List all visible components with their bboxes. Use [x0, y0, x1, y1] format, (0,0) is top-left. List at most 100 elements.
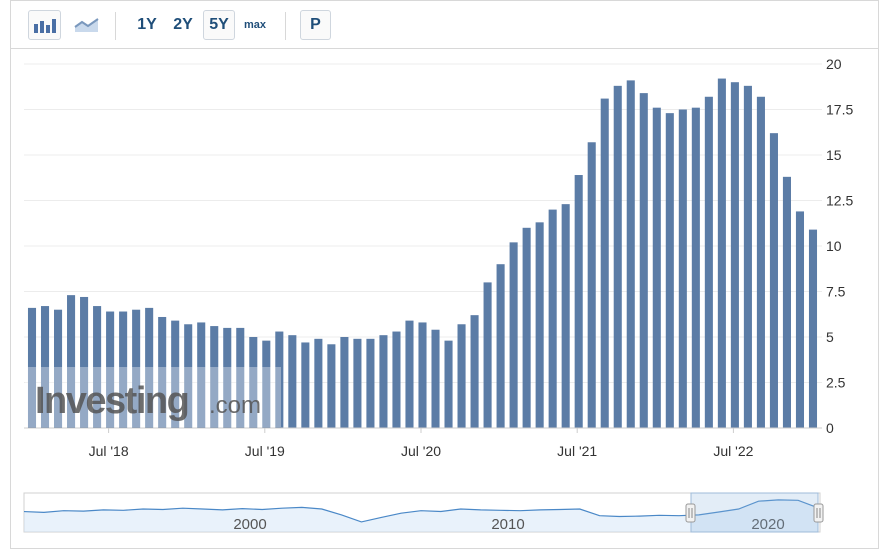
bar[interactable]: [652, 107, 661, 429]
navigator-label: 2020: [751, 516, 784, 533]
bar[interactable]: [93, 306, 102, 428]
navigator-right-handle[interactable]: [813, 503, 824, 523]
bar[interactable]: [40, 306, 50, 428]
chart-toolbar: 1Y 2Y 5Y max P: [10, 0, 879, 49]
toolbar-separator: [285, 12, 286, 40]
bar-series: [27, 78, 818, 429]
bar[interactable]: [782, 176, 791, 428]
bar[interactable]: [613, 85, 622, 428]
p-button[interactable]: P: [300, 10, 331, 40]
bar[interactable]: [249, 337, 258, 428]
y-tick-label: 20: [826, 56, 842, 72]
y-tick-label: 2.5: [826, 375, 846, 391]
bar[interactable]: [54, 309, 63, 428]
navigator-label: 2010: [491, 516, 524, 533]
bar[interactable]: [496, 264, 505, 428]
bar[interactable]: [27, 307, 37, 428]
y-tick-label: 0: [826, 420, 834, 436]
bar[interactable]: [769, 133, 778, 428]
navigator-left-handle[interactable]: [685, 503, 696, 523]
bar[interactable]: [639, 93, 648, 429]
bar[interactable]: [223, 327, 232, 428]
bar[interactable]: [184, 324, 193, 428]
bar[interactable]: [80, 296, 89, 428]
bar[interactable]: [301, 342, 310, 428]
bar[interactable]: [210, 326, 219, 428]
y-tick-label: 15: [826, 147, 842, 163]
bar[interactable]: [405, 320, 414, 428]
bar[interactable]: [600, 98, 609, 428]
navigator-label: 2000: [233, 516, 266, 533]
bar[interactable]: [626, 80, 635, 428]
bar[interactable]: [171, 320, 180, 428]
x-axis-ticks: Jul '18 Jul '19 Jul '20 Jul '21 Jul '22: [89, 428, 754, 459]
bar[interactable]: [67, 295, 76, 428]
bar[interactable]: [119, 311, 128, 428]
bar[interactable]: [236, 327, 245, 428]
bar[interactable]: [314, 338, 323, 428]
bar[interactable]: [158, 316, 167, 428]
bar[interactable]: [366, 338, 375, 428]
range-5y-button[interactable]: 5Y: [203, 10, 235, 40]
y-tick-label: 5: [826, 329, 834, 345]
bar[interactable]: [418, 322, 427, 428]
y-axis-ticks: 0 2.5 5 7.5 10 12.5 15 17.5 20: [826, 56, 853, 436]
bar[interactable]: [197, 322, 206, 428]
x-tick-label: Jul '22: [713, 443, 753, 459]
bar[interactable]: [743, 85, 752, 428]
toolbar-separator: [115, 12, 116, 40]
x-tick-label: Jul '19: [245, 443, 285, 459]
range-navigator[interactable]: 2000 2010 2020: [23, 492, 824, 533]
bar[interactable]: [379, 335, 388, 428]
bar[interactable]: [106, 311, 115, 428]
bar[interactable]: [275, 331, 284, 428]
watermark-brand: Investing: [35, 380, 188, 422]
bar[interactable]: [522, 227, 531, 428]
bar[interactable]: [665, 113, 674, 428]
navigator-selection[interactable]: [690, 492, 819, 533]
range-max-button[interactable]: max: [243, 19, 267, 31]
bar-chart-icon: [33, 19, 56, 33]
navigator-labels: 2000 2010 2020: [233, 516, 784, 533]
bar[interactable]: [561, 204, 570, 428]
navigator-area: [24, 499, 818, 532]
y-tick-label: 7.5: [826, 284, 846, 300]
bar[interactable]: [548, 209, 557, 428]
bar[interactable]: [353, 338, 362, 428]
bar[interactable]: [730, 82, 739, 428]
x-tick-label: Jul '18: [89, 443, 129, 459]
bar[interactable]: [483, 282, 492, 428]
bar[interactable]: [704, 96, 713, 428]
y-tick-label: 10: [826, 238, 842, 254]
bar[interactable]: [431, 329, 440, 428]
x-tick-label: Jul '21: [557, 443, 597, 459]
bar[interactable]: [587, 142, 596, 428]
bar[interactable]: [340, 337, 349, 428]
range-2y-button[interactable]: 2Y: [173, 16, 193, 33]
bar[interactable]: [795, 211, 805, 428]
bar[interactable]: [691, 107, 700, 429]
bar[interactable]: [262, 340, 271, 428]
bar[interactable]: [509, 242, 518, 428]
bar[interactable]: [470, 315, 479, 428]
bar-chart-button[interactable]: [28, 10, 61, 40]
range-1y-button[interactable]: 1Y: [137, 16, 157, 33]
bar[interactable]: [288, 335, 297, 428]
bar[interactable]: [756, 96, 765, 428]
bar[interactable]: [678, 109, 687, 429]
bar[interactable]: [132, 309, 141, 428]
line-chart-button[interactable]: [70, 10, 104, 40]
y-tick-label: 17.5: [826, 102, 853, 118]
bar[interactable]: [574, 175, 583, 428]
bar[interactable]: [535, 222, 544, 428]
bar[interactable]: [444, 340, 453, 428]
bar[interactable]: [327, 344, 336, 428]
bar[interactable]: [808, 229, 818, 428]
bar[interactable]: [457, 324, 466, 428]
bar[interactable]: [717, 78, 726, 428]
bar[interactable]: [145, 307, 154, 428]
investing-watermark: Investing .com: [25, 367, 281, 427]
watermark-suffix: .com: [209, 392, 261, 419]
bar[interactable]: [392, 331, 401, 428]
